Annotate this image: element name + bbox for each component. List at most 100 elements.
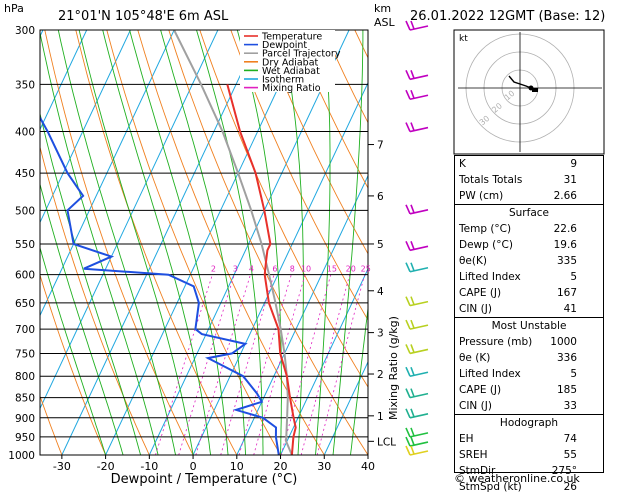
surface-value: 167 xyxy=(556,287,577,299)
km-tick-label: 4 xyxy=(377,286,384,298)
pressure-tick-label: 450 xyxy=(15,168,35,180)
wind-barb-flag xyxy=(405,20,411,31)
dry-adiabat-line xyxy=(261,30,368,255)
hpa-label: hPa xyxy=(4,2,24,15)
wind-barb-flag xyxy=(405,70,411,80)
wind-barb-flag xyxy=(410,70,415,79)
hodograph-unit: kt xyxy=(459,34,468,44)
indices-panel: K 9 Totals Totals 31 PW (cm) 2.66 Surface Tem… xyxy=(454,155,604,493)
hodograph-stat-value: 275° xyxy=(551,465,577,477)
wind-barb-flag xyxy=(410,388,415,397)
isotherm-line xyxy=(323,360,368,455)
km-tick-label: 1 xyxy=(377,411,384,423)
wind-barb xyxy=(405,89,429,101)
hodograph-stat-label: StmDir xyxy=(459,465,496,477)
wind-barb-flag xyxy=(405,427,411,438)
isotherm-line xyxy=(148,30,350,455)
mixing-ratio-label: 8 xyxy=(290,265,295,274)
x-tick-label: -10 xyxy=(140,460,158,473)
hodograph-stat-row: SREH 55 xyxy=(455,447,603,463)
index-row: Totals Totals 31 xyxy=(455,172,603,188)
surface-title: Surface xyxy=(508,207,549,219)
x-tick-label: 30 xyxy=(317,460,331,473)
wind-barb xyxy=(405,388,429,399)
wind-barb-staff xyxy=(409,450,429,456)
surface-value: 19.6 xyxy=(553,239,577,251)
mixing-ratio-labels: 2 3 4 6 8 10 15 20 25 xyxy=(211,265,371,274)
wind-barb-flag xyxy=(405,241,411,251)
mixing-ratio-line xyxy=(220,274,275,455)
pressure-tick-label: 900 xyxy=(15,413,35,425)
surface-value: 335 xyxy=(556,255,577,267)
wind-barb xyxy=(405,408,429,419)
dewpoint-line xyxy=(40,115,280,455)
surface-label: Lifted Index xyxy=(459,271,521,283)
most-unstable-label: Pressure (mb) xyxy=(459,336,533,348)
wind-barb xyxy=(405,344,429,355)
x-tick-label: 0 xyxy=(190,460,197,473)
most-unstable-value: 33 xyxy=(563,400,577,412)
wind-barb-flag xyxy=(405,366,411,377)
isotherm-line xyxy=(40,30,219,410)
most-unstable-label: Lifted Index xyxy=(459,368,521,380)
most-unstable-value: 5 xyxy=(570,368,577,380)
mixing-ratio-label: 10 xyxy=(301,265,311,274)
axes: 3003504004505005506006507007508008509009… xyxy=(8,25,396,473)
km-tick-label: LCL xyxy=(377,436,396,448)
asl-label: ASL xyxy=(374,16,396,29)
hodograph-stat-value: 74 xyxy=(563,433,577,445)
pressure-tick-label: 500 xyxy=(15,205,35,217)
isotherm-line xyxy=(192,81,368,455)
most-unstable-row: CIN (J) 33 xyxy=(455,398,603,414)
wind-barb-staff xyxy=(409,126,429,133)
pressure-tick-label: 400 xyxy=(15,127,35,139)
wind-barb-flag xyxy=(405,122,411,132)
wind-barb-staff xyxy=(409,266,429,273)
hodograph-stat-row: StmDir 275° xyxy=(455,463,603,479)
location-title: 21°01'N 105°48'E 6m ASL xyxy=(58,9,229,24)
wind-barb-staff xyxy=(409,209,429,215)
storm-motion-box xyxy=(532,88,538,92)
km-tick-label: 7 xyxy=(377,140,384,152)
wind-barb-flag xyxy=(410,122,415,131)
profiles xyxy=(40,30,297,455)
wind-barb-flag xyxy=(410,241,415,250)
pressure-tick-label: 550 xyxy=(15,239,35,251)
most-unstable-label: θe (K) xyxy=(459,352,491,364)
mixing-ratio-line xyxy=(195,274,251,455)
pressure-tick-label: 300 xyxy=(15,25,35,37)
surface-row: Lifted Index 5 xyxy=(455,269,603,285)
mixing-ratio-label: 4 xyxy=(249,265,254,274)
isotherm-line xyxy=(61,30,263,455)
temperature-line xyxy=(226,84,297,455)
surface-row: Temp (°C) 22.6 xyxy=(455,221,603,237)
datetime-title: 26.01.2022 12GMT (Base: 12) xyxy=(410,9,605,24)
pressure-tick-label: 1000 xyxy=(8,450,35,462)
surface-value: 22.6 xyxy=(553,223,577,235)
mixing-ratio-label: 2 xyxy=(211,265,216,274)
dry-adiabat-line xyxy=(292,30,368,189)
wind-barb-flag xyxy=(405,445,411,456)
km-tick-label: 5 xyxy=(377,239,384,251)
surface-row: CAPE (J) 167 xyxy=(455,285,603,301)
x-tick-label: -20 xyxy=(97,460,115,473)
wind-barb-flag xyxy=(405,89,411,100)
x-tick-label: 40 xyxy=(361,460,375,473)
x-tick-label: 20 xyxy=(274,460,288,473)
most-unstable-label: CIN (J) xyxy=(459,400,492,412)
most-unstable-label: CAPE (J) xyxy=(459,384,502,396)
wind-barb xyxy=(405,204,429,215)
wind-barb-flag xyxy=(405,344,411,354)
wind-barb-flag xyxy=(410,20,415,30)
index-value: 2.66 xyxy=(553,190,577,202)
x-axis-label: Dewpoint / Temperature (°C) xyxy=(111,472,298,486)
most-unstable-row: Pressure (mb) 1000 xyxy=(455,334,603,350)
wind-barb-flag xyxy=(410,366,415,376)
wind-barb xyxy=(405,262,429,273)
wind-barb-staff xyxy=(409,25,429,31)
mixing-ratio-label: 6 xyxy=(272,265,277,274)
pressure-tick-label: 750 xyxy=(15,348,35,360)
hodograph-stat-label: EH xyxy=(459,433,474,445)
